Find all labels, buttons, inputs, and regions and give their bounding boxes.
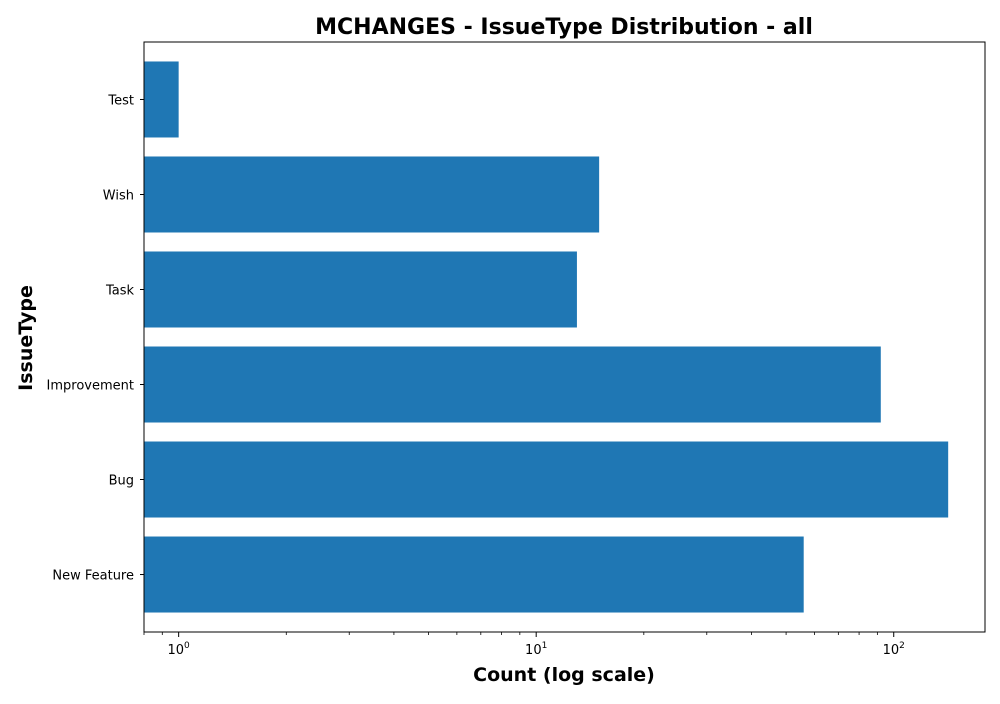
x-tick-label-exponent: 2 <box>899 641 905 651</box>
x-tick-label-base: 10 <box>168 643 185 658</box>
y-axis-ticks: New Feature Bug Improvement Task Wish Test <box>47 93 144 584</box>
bar-improvement <box>144 346 881 423</box>
bar-task <box>144 251 577 328</box>
y-tick-label: New Feature <box>52 569 134 584</box>
x-tick-label: 101 <box>525 641 547 658</box>
bar-bug <box>144 441 949 518</box>
bar-new-feature <box>144 536 804 613</box>
x-tick-label: 100 <box>168 641 191 658</box>
plot-frame <box>143 41 986 633</box>
y-tick-label: Test <box>107 93 134 108</box>
y-axis-title: IssueType <box>15 285 37 391</box>
x-tick-label-exponent: 0 <box>184 641 190 651</box>
x-tick-label-base: 10 <box>883 643 900 658</box>
bar-test <box>144 61 179 138</box>
x-tick-label-exponent: 1 <box>542 641 548 651</box>
x-axis-title: Count (log scale) <box>473 664 655 686</box>
y-tick-label: Wish <box>103 188 134 203</box>
bars <box>144 61 949 613</box>
y-tick-label: Task <box>105 283 135 298</box>
bar-wish <box>144 156 600 233</box>
y-tick-label: Bug <box>109 474 134 489</box>
x-axis-ticks: 100 101 102 <box>143 632 905 658</box>
x-tick-label-base: 10 <box>525 643 542 658</box>
y-tick-label: Improvement <box>47 379 134 394</box>
x-tick-label: 102 <box>883 641 905 658</box>
chart-title: MCHANGES - IssueType Distribution - all <box>315 15 813 40</box>
